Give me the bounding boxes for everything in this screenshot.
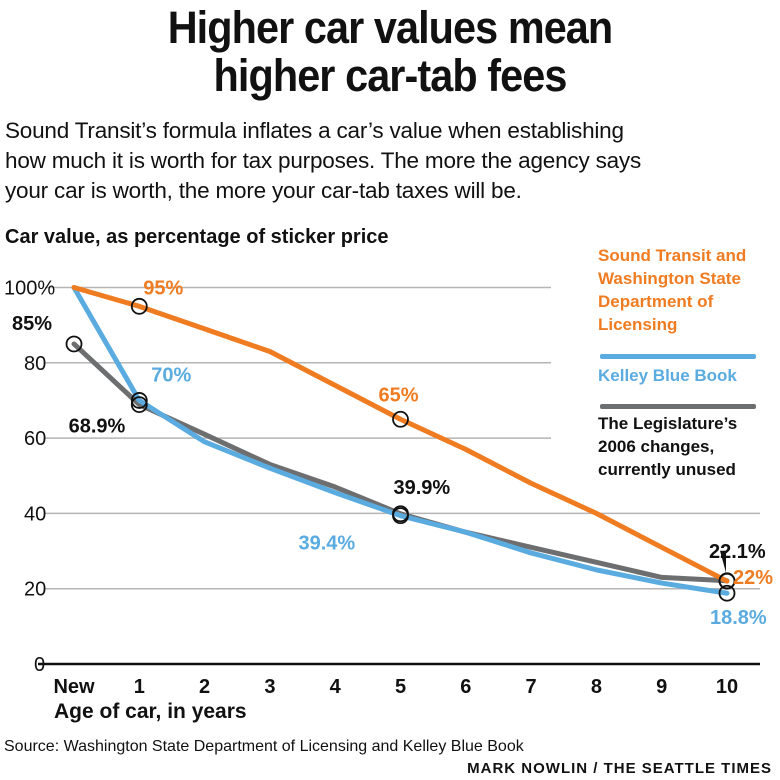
- annotation-circle: [718, 584, 736, 602]
- x-tick-label: 6: [460, 676, 471, 698]
- x-tick-label: New: [53, 676, 95, 698]
- legend-kelley-blue-book: Kelley Blue Book: [598, 364, 737, 387]
- legend-line: Washington State: [598, 269, 741, 288]
- chart-title: Higher car values mean higher car-tab fe…: [0, 4, 780, 100]
- legend-swatch-kelley: [600, 354, 756, 359]
- credit: MARK NOWLIN / THE SEATTLE TIMES: [467, 760, 772, 777]
- x-tick-label: 2: [199, 676, 210, 698]
- legend-line: The Legislature’s: [598, 414, 738, 433]
- annotation-circle: [392, 507, 409, 525]
- title-line: higher car-tab fees: [213, 50, 568, 101]
- legend-line: Department of: [598, 292, 714, 311]
- annotation-circle: [718, 572, 736, 590]
- data-label: 18.8%: [710, 607, 767, 629]
- y-tick-label: 80: [24, 353, 46, 375]
- y-tick-label: 20: [24, 579, 46, 601]
- x-tick-label: 8: [591, 676, 602, 698]
- legend-legislature: The Legislature’s 2006 changes, currentl…: [598, 412, 737, 481]
- chart-subtitle: Sound Transit’s formula inflates a car’s…: [5, 116, 641, 206]
- legend-line: 2006 changes,: [598, 437, 715, 456]
- x-tick-label: 3: [264, 676, 275, 698]
- x-tick-label: 7: [526, 676, 537, 698]
- label-pointer: [720, 550, 726, 573]
- subtitle-line: how much it is worth for tax purposes. T…: [5, 148, 642, 173]
- x-tick-label: 9: [656, 676, 667, 698]
- series-line: [71, 285, 730, 596]
- source-note: Source: Washington State Department of L…: [4, 738, 524, 755]
- legend-swatch-legislature: [600, 404, 756, 409]
- series-line: [71, 285, 730, 584]
- data-label: 70%: [151, 364, 191, 386]
- data-label: 95%: [143, 277, 183, 299]
- y-tick-label: 100%: [4, 278, 55, 300]
- data-label: 22%: [733, 567, 773, 589]
- y-tick-label: 0: [34, 654, 45, 676]
- y-tick-label: 60: [24, 428, 46, 450]
- x-tick-label: 5: [395, 676, 406, 698]
- x-tick-label: 4: [330, 676, 342, 698]
- legend-sound-transit: Sound Transit and Washington State Depar…: [598, 244, 746, 336]
- data-label: 39.4%: [299, 533, 356, 555]
- subtitle-line: your car is worth, the more your car-tab…: [5, 178, 522, 203]
- legend-line: Licensing: [598, 315, 678, 334]
- annotation-circle: [130, 396, 148, 413]
- data-label: 39.9%: [394, 477, 451, 499]
- x-tick-label: 1: [134, 676, 145, 698]
- annotation-circle: [130, 392, 148, 409]
- data-label: 65%: [379, 384, 419, 406]
- subtitle-line: Sound Transit’s formula inflates a car’s…: [5, 118, 624, 143]
- annotation-circle: [130, 297, 148, 315]
- data-label: 22.1%: [709, 541, 766, 563]
- title-line: Higher car values mean: [167, 2, 614, 53]
- x-axis-label: Age of car, in years: [54, 700, 247, 723]
- annotation-circle: [392, 410, 409, 428]
- data-label: 68.9%: [69, 416, 126, 438]
- legend-line: Sound Transit and: [598, 246, 747, 265]
- x-tick-label: 10: [716, 676, 738, 698]
- annotation-circle: [65, 335, 83, 353]
- y-axis-label: Car value, as percentage of sticker pric…: [5, 226, 389, 248]
- y-tick-label: 40: [24, 503, 46, 525]
- legend-line: currently unused: [598, 460, 736, 479]
- data-label: 85%: [12, 313, 52, 335]
- legend-line: Kelley Blue Book: [598, 366, 737, 385]
